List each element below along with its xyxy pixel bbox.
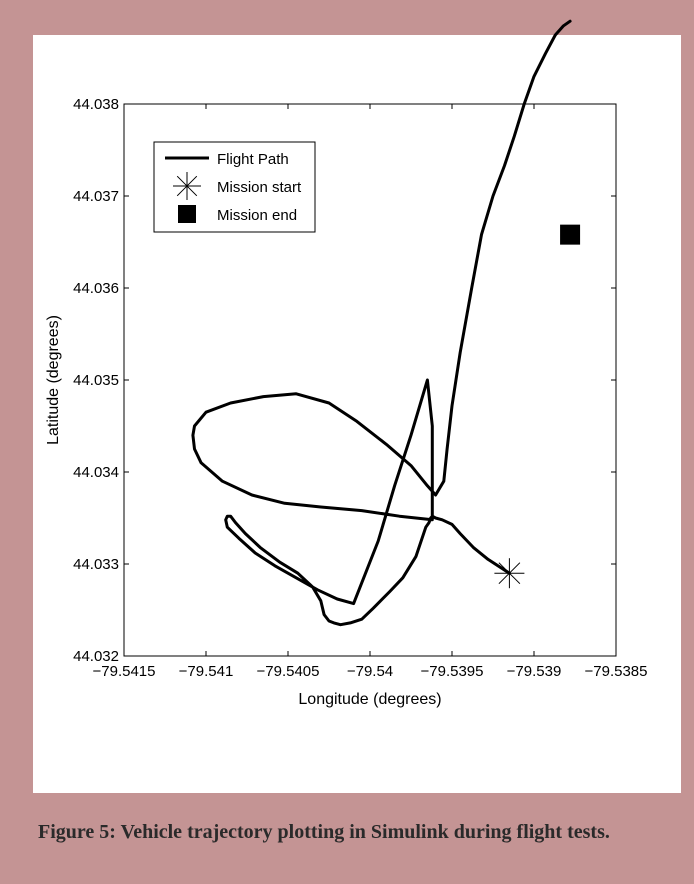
x-tick-label: −79.5385 [585,663,648,680]
legend-entry-label: Mission end [217,207,297,224]
axis-ticks: −79.5415 −79.541 −79.5405 −79.54 −79.5395 −79… [73,96,647,680]
legend-square-swatch [178,205,196,223]
x-tick-label: −79.54 [347,663,393,680]
x-tick-label: −79.5405 [257,663,320,680]
legend-asterisk-swatch [176,175,198,197]
x-tick-label: −79.539 [507,663,562,680]
figure-caption: Figure 5: Vehicle trajectory plotting in… [38,821,610,843]
x-tick-label: −79.5415 [93,663,156,680]
figure-panel [33,35,681,793]
y-axis-label: Latitude (degrees) [45,315,62,445]
chart-legend: Flight Path Mission start Mission end [153,141,316,233]
x-axis-label: Longitude (degrees) [298,691,441,708]
mission-markers [494,224,581,589]
y-tick-label: 44.036 [73,280,119,297]
flight-path-line [191,19,572,627]
legend-entry-label: Mission start [217,179,302,196]
y-tick-label: 44.032 [73,648,119,665]
mission-start-marker [494,558,525,589]
y-tick-label: 44.034 [73,464,119,481]
y-tick-label: 44.033 [73,556,119,573]
mission-end-marker [560,224,581,245]
flight-path-series [191,19,572,627]
y-tick-label: 44.037 [73,188,119,205]
asterisk-stroke [498,562,521,585]
x-tick-label: −79.541 [179,663,234,680]
y-tick-label: 44.038 [73,96,119,113]
y-tick-label: 44.035 [73,372,119,389]
x-tick-label: −79.5395 [421,663,484,680]
legend-entry-label: Flight Path [217,151,289,168]
